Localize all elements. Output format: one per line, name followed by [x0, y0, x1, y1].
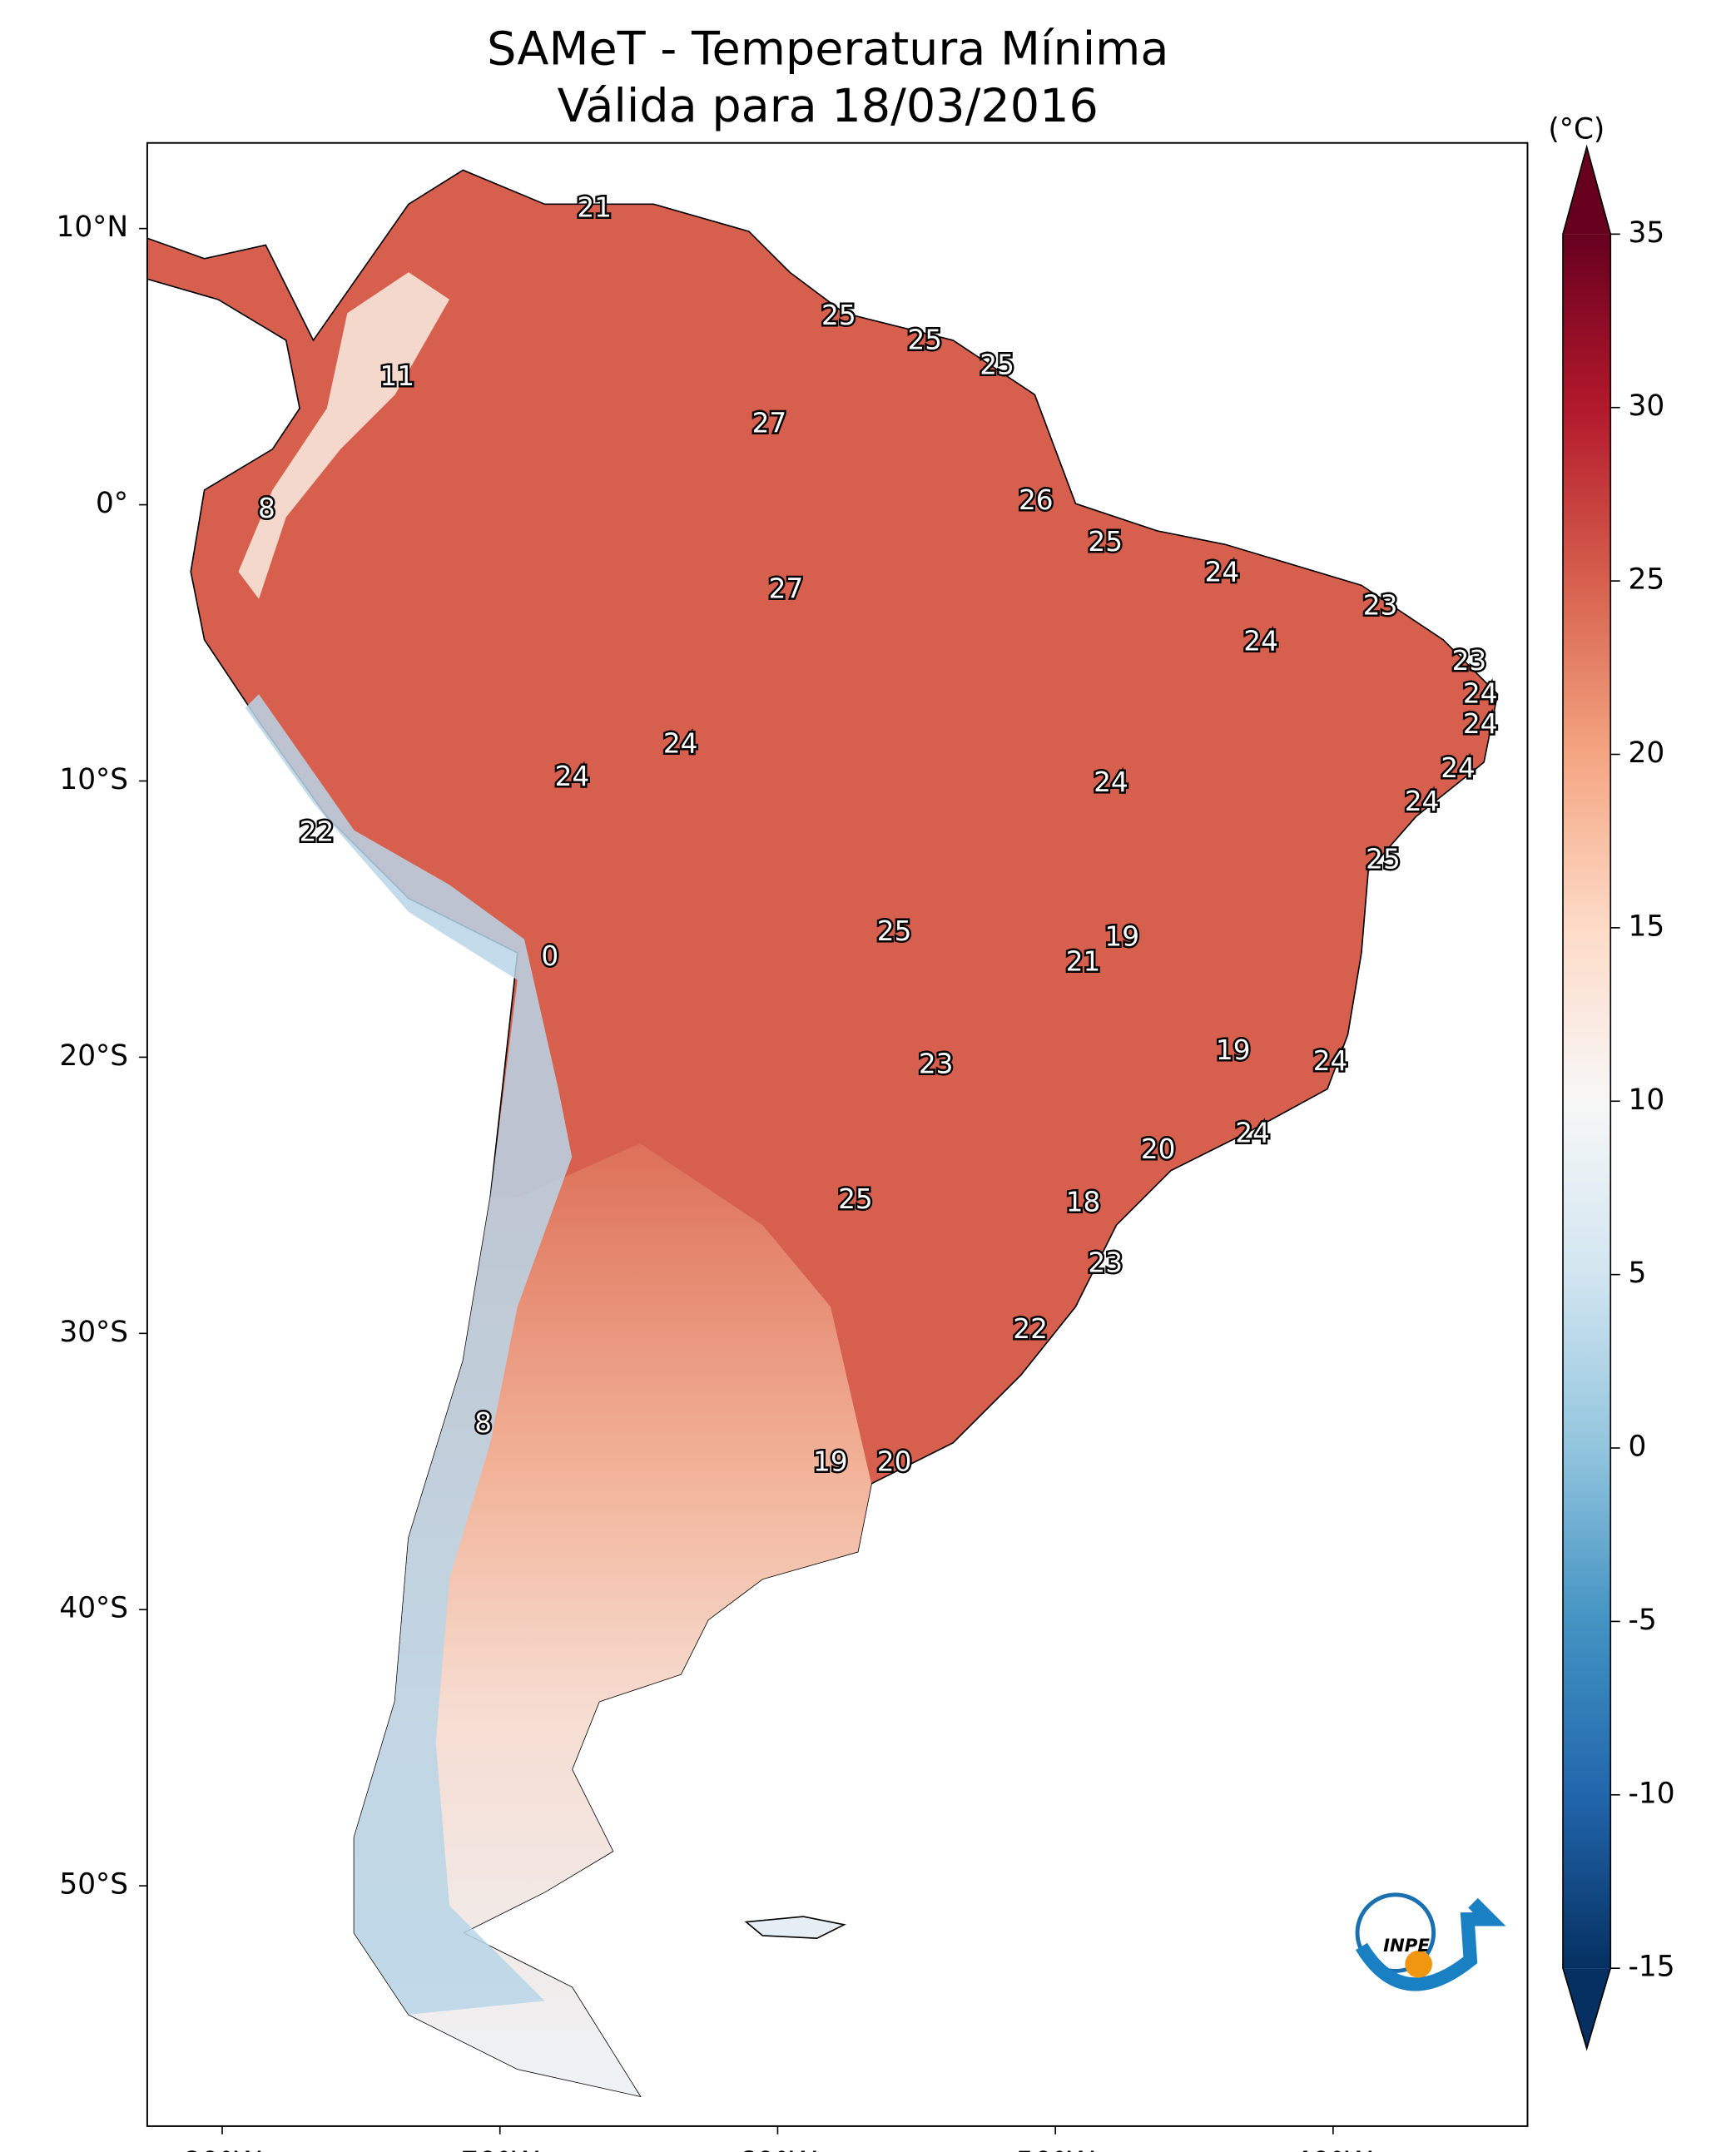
- station-value: 24: [1094, 766, 1128, 798]
- station-value: 24: [1405, 786, 1440, 817]
- y-tick-label: 0°: [96, 487, 128, 520]
- station-value: 25: [877, 915, 912, 947]
- station-value: 25: [908, 325, 943, 356]
- map-land: [146, 169, 1499, 2098]
- colorbar-tick-label: 30: [1629, 389, 1665, 423]
- logo: INPE: [1355, 1892, 1506, 1991]
- station-value: 19: [813, 1445, 848, 1477]
- station-value: 23: [1088, 1247, 1123, 1278]
- station-value: 20: [1141, 1133, 1176, 1165]
- colorbar-tick-label: 10: [1629, 1083, 1665, 1117]
- andes-north: [238, 272, 450, 599]
- chart-subtitle: Válida para 18/03/2016: [558, 79, 1099, 133]
- station-value: 19: [1104, 921, 1139, 953]
- colorbar-tick-label: -15: [1629, 1951, 1675, 1984]
- station-value: 21: [1066, 946, 1101, 978]
- logo-text: INPE: [1383, 1936, 1430, 1956]
- map-frame: [146, 141, 1529, 2127]
- station-value: 22: [1013, 1313, 1048, 1345]
- station-value: 23: [1452, 645, 1487, 677]
- colorbar-tick-label: 35: [1629, 216, 1665, 250]
- y-tick-label: 20°S: [59, 1039, 128, 1073]
- station-value: 24: [1243, 626, 1278, 657]
- colorbar-label: (°C): [1548, 113, 1605, 146]
- colorbar: [1563, 234, 1611, 1969]
- colorbar-extend-top: [1563, 146, 1611, 235]
- station-value: 8: [258, 493, 275, 524]
- colorbar-tick-label: 5: [1629, 1257, 1647, 1290]
- station-value: 18: [1066, 1186, 1101, 1217]
- x-tick-label: 40°W: [1293, 2146, 1372, 2152]
- colorbar-tick-label: 0: [1629, 1431, 1647, 1464]
- station-value: 24: [1463, 708, 1498, 740]
- station-value: 25: [980, 350, 1014, 381]
- station-value: 25: [1088, 526, 1123, 558]
- station-value: 24: [555, 761, 590, 792]
- station-value: 24: [1441, 752, 1476, 784]
- y-tick-label: 50°S: [59, 1868, 128, 1902]
- y-tick-label: 30°S: [59, 1316, 128, 1349]
- continent: [146, 169, 1499, 2098]
- colorbar-tick-label: 25: [1629, 563, 1665, 597]
- station-value: 24: [1205, 557, 1240, 588]
- colorbar-tick-label: 20: [1629, 736, 1665, 770]
- station-value: 27: [752, 407, 787, 439]
- station-value: 23: [919, 1048, 954, 1079]
- station-value: 24: [1463, 678, 1498, 710]
- colorbar-tick-label: -10: [1629, 1777, 1675, 1810]
- x-tick-label: 50°W: [1016, 2146, 1095, 2152]
- andes-cold: [245, 694, 573, 2015]
- colorbar-tick-label: 15: [1629, 910, 1665, 943]
- y-tick-label: 10°N: [56, 211, 128, 244]
- station-value: 21: [577, 191, 612, 223]
- y-tick-label: 10°S: [59, 763, 128, 796]
- station-value: 11: [379, 360, 414, 392]
- station-value: 22: [300, 816, 335, 848]
- y-tick-label: 40°S: [59, 1592, 128, 1625]
- station-value: 20: [877, 1445, 912, 1477]
- colorbar-tick-label: -5: [1629, 1604, 1657, 1637]
- x-tick-label: 70°W: [460, 2146, 539, 2152]
- colorbar-extend-bottom: [1563, 1968, 1611, 2049]
- chart-title: SAMeT - Temperatura Mínima: [487, 22, 1168, 76]
- falklands: [744, 1916, 846, 1940]
- station-value: 19: [1216, 1034, 1251, 1066]
- x-tick-label: 60°W: [738, 2146, 817, 2152]
- station-value: 24: [1313, 1045, 1348, 1077]
- station-value: 8: [474, 1407, 492, 1439]
- x-tick-label: 80°W: [183, 2146, 262, 2152]
- station-value: 27: [769, 573, 804, 604]
- station-value: 25: [838, 1183, 873, 1215]
- station-value: 25: [821, 300, 856, 331]
- station-value: 24: [1235, 1117, 1270, 1148]
- station-value: 0: [541, 940, 558, 972]
- station-value: 26: [1019, 484, 1054, 516]
- station-value: 24: [663, 727, 698, 759]
- station-value: 25: [1366, 844, 1401, 875]
- station-value: 23: [1363, 589, 1398, 621]
